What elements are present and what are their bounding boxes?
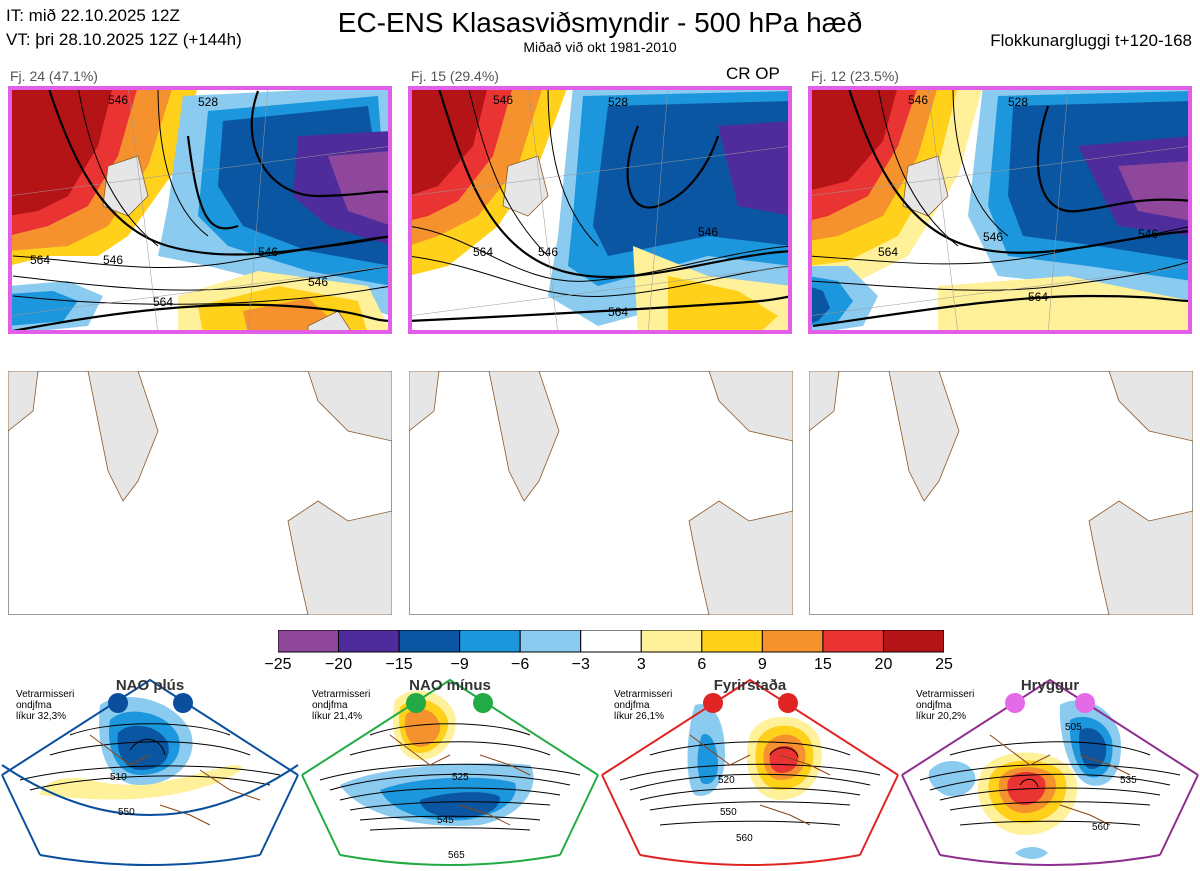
regime-1-contour: 510 — [110, 772, 127, 783]
colorbar-tick-label: 9 — [757, 656, 767, 673]
regime-blocking: 520 550 560 Fyrirstaða Vetrarmisseri ondj… — [600, 675, 900, 871]
base-map-3-svg — [809, 371, 1193, 615]
c3-contour-label: 564 — [1028, 290, 1048, 304]
colorbar-segment — [278, 630, 340, 653]
c1-contour-label: 546 — [108, 93, 128, 107]
c1-contour-label: 546 — [308, 275, 328, 289]
cluster-map-3: 546 546 564 564 528 546 — [808, 86, 1192, 334]
c1-contour-label: 546 — [258, 245, 278, 259]
c3-contour-label: 546 — [1138, 227, 1158, 241]
cluster-map-2: 546 546 564 564 528 546 — [408, 86, 792, 334]
colorbar-tick-label: 15 — [814, 656, 832, 673]
colorbar-segment — [459, 630, 521, 653]
base-map-2 — [409, 371, 793, 615]
regime-4-contour: 535 — [1120, 775, 1137, 786]
colorbar-segment — [398, 630, 461, 653]
colorbar-segment — [519, 630, 582, 653]
regime-3-contour: 550 — [720, 807, 737, 818]
c1-contour-label: 546 — [103, 253, 123, 267]
c1-contour-label: 564 — [153, 295, 173, 309]
regime-3-contour: 520 — [718, 775, 735, 786]
colorbar-segment — [701, 630, 763, 653]
regime-4-info: Vetrarmisseri ondjfma líkur 20,2% — [916, 689, 975, 722]
c2-contour-label: 528 — [608, 95, 628, 109]
cluster-1-label: Fj. 24 (47.1%) — [10, 68, 98, 84]
colorbar-segment — [640, 630, 703, 653]
page-subtitle: Miðað við okt 1981-2010 — [523, 39, 677, 55]
regime-ridge: 505 535 560 Hryggur Vetrarmisseri ondjfma… — [900, 675, 1200, 871]
regime-nao-minus: 525 545 565 NAO mínus Vetrarmisseri ondjf… — [300, 675, 600, 871]
colorbar-tick-label: 20 — [874, 656, 893, 673]
colorbar-segment — [761, 630, 824, 653]
colorbar-tick-label: −15 — [385, 656, 413, 673]
classification-window: Flokkunargluggi t+120-168 — [990, 31, 1192, 50]
colorbar-tick-label: −20 — [324, 656, 353, 673]
regime-2-contour: 525 — [452, 772, 469, 783]
regime-4-contour: 505 — [1065, 722, 1082, 733]
c2-contour-label: 564 — [608, 305, 628, 319]
regime-1-name: NAO plús — [115, 677, 185, 694]
regime-blocking-svg: 520 550 560 — [601, 678, 899, 866]
regime-1-info: Vetrarmisseri ondjfma líkur 32,3% — [16, 689, 75, 722]
colorbar-tick-label: −9 — [450, 656, 469, 673]
colorbar-tick-label: 6 — [697, 656, 707, 673]
regime-nao-plus: 510 550 NAO plús Vetrarmisseri ondjfma lík… — [0, 675, 300, 871]
cluster-2-label: Fj. 15 (29.4%) — [411, 68, 499, 84]
regime-nao-plus-svg: 510 550 — [1, 678, 299, 866]
colorbar-tick-label: −25 — [264, 656, 292, 673]
initial-time: IT: mið 22.10.2025 12Z — [6, 6, 180, 25]
c3-contour-label: 546 — [983, 230, 1003, 244]
base-map-2-svg — [409, 371, 793, 615]
cluster-map-1: 546 546 564 564 546 546 528 — [8, 86, 392, 334]
colorbar — [278, 630, 944, 653]
regime-2-contour: 545 — [437, 815, 454, 826]
regime-3-info: Vetrarmisseri ondjfma líkur 26,1% — [614, 689, 673, 722]
colorbar-segment — [338, 630, 400, 653]
regime-ridge-svg: 505 535 560 — [901, 678, 1199, 866]
valid-time: VT: þri 28.10.2025 12Z (+144h) — [6, 30, 242, 49]
cluster-map-3-svg: 546 546 564 564 528 546 — [808, 86, 1192, 334]
colorbar-segment — [580, 630, 642, 653]
c2-contour-label: 546 — [698, 225, 718, 239]
base-map-1 — [8, 371, 392, 615]
c2-contour-label: 564 — [473, 245, 493, 259]
regime-2-name: NAO mínus — [409, 677, 491, 694]
colorbar-tick-label: −3 — [571, 656, 590, 673]
regime-2-info: Vetrarmisseri ondjfma líkur 21,4% — [312, 689, 371, 722]
colorbar-tick-label: −6 — [511, 656, 530, 673]
regime-3-name: Fyrirstaða — [713, 677, 787, 694]
base-map-1-svg — [8, 371, 392, 615]
cr-op-marker: CR OP — [726, 64, 780, 83]
c1-contour-label: 528 — [198, 95, 218, 109]
regime-2-contour: 565 — [448, 850, 465, 861]
cluster-map-2-svg: 546 546 564 564 528 546 — [408, 86, 792, 334]
c3-contour-label: 564 — [878, 245, 898, 259]
base-map-3 — [809, 371, 1193, 615]
c3-contour-label: 528 — [1008, 95, 1028, 109]
regime-1-contour: 550 — [118, 807, 135, 818]
cluster-map-1-svg: 546 546 564 564 546 546 528 — [8, 86, 392, 334]
colorbar-segment — [822, 630, 884, 653]
regime-nao-minus-svg: 525 545 565 — [301, 678, 599, 866]
colorbar-segment — [882, 630, 944, 653]
c1-contour-label: 564 — [30, 253, 50, 267]
regime-4-contour: 560 — [1092, 822, 1109, 833]
c2-contour-label: 546 — [493, 93, 513, 107]
regime-3-contour: 560 — [736, 833, 753, 844]
colorbar-tick-label: 25 — [935, 656, 953, 673]
colorbar-tick-label: 3 — [636, 656, 646, 673]
page-title: EC-ENS Klasasviðsmyndir - 500 hPa hæð — [337, 7, 863, 38]
c2-contour-label: 546 — [538, 245, 558, 259]
cluster-3-label: Fj. 12 (23.5%) — [811, 68, 899, 84]
c3-contour-label: 546 — [908, 93, 928, 107]
regime-4-name: Hryggur — [1020, 677, 1080, 694]
